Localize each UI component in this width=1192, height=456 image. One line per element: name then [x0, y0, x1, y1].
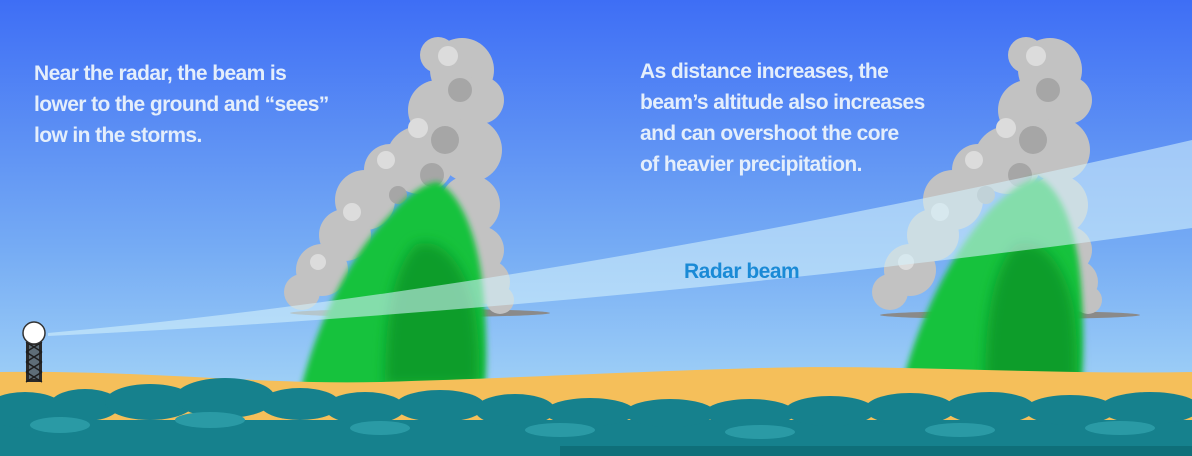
radar-beam-label: Radar beam: [684, 260, 800, 283]
radar-beam: [48, 140, 1192, 336]
precipitation-near: [300, 182, 486, 392]
caption-far-distance: As distance increases, the beam’s altitu…: [640, 60, 925, 176]
caption-near-radar: Near the radar, the beam is lower to the…: [34, 62, 329, 147]
foliage-highlights: [30, 412, 1155, 439]
storm-cloud-near: [284, 37, 550, 317]
radar-tower-icon: [22, 321, 46, 383]
foliage-shadow: [560, 446, 1192, 456]
